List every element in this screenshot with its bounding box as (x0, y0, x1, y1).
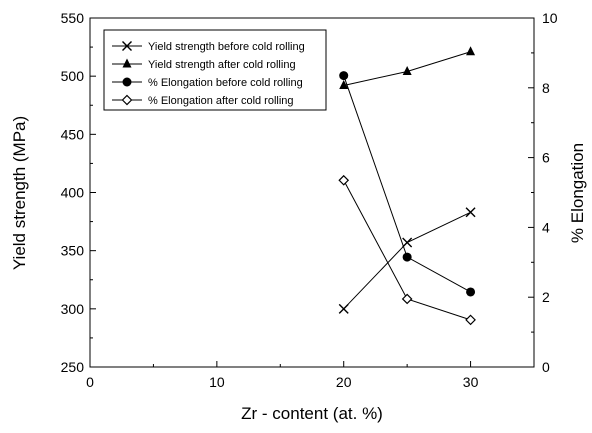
y-axis-left: 250 300 350 400 450 500 550 (61, 10, 96, 375)
circle-marker (122, 77, 132, 87)
series-diamond (338, 174, 476, 326)
triangle-marker (339, 79, 349, 89)
y-left-tick-label: 450 (61, 126, 85, 142)
legend-entry: Yield strength after cold rolling (112, 58, 296, 71)
legend-label: Yield strength after cold rolling (148, 59, 296, 71)
series-layer (338, 46, 476, 326)
circle-marker (466, 287, 476, 297)
triangle-marker (122, 58, 132, 68)
legend-label: % Elongation before cold rolling (148, 77, 303, 89)
series-triangle (339, 46, 476, 89)
y-left-tick-label: 500 (61, 68, 85, 84)
x-marker (122, 41, 132, 51)
circle-marker (339, 71, 349, 81)
y-right-tick-label: 2 (542, 289, 550, 305)
y-axis-right: 0 2 4 6 8 10 (528, 10, 558, 375)
legend-entry: % Elongation after cold rolling (112, 94, 294, 107)
x-tick-label: 30 (463, 374, 479, 390)
y-right-tick-label: 0 (542, 359, 550, 375)
x-marker (338, 303, 349, 314)
y-right-tick-label: 8 (542, 80, 550, 96)
x-tick-label: 0 (86, 374, 94, 390)
y-left-tick-label: 350 (61, 243, 85, 259)
x-marker (402, 237, 413, 248)
circle-marker (402, 252, 412, 262)
diamond-marker (401, 293, 413, 305)
y-left-tick-label: 400 (61, 185, 85, 201)
y-right-tick-label: 10 (542, 10, 558, 26)
x-marker-stroke (122, 41, 132, 51)
diamond-marker (338, 174, 350, 186)
x-marker-stroke (465, 207, 476, 218)
x-axis-label: Zr - content (at. %) (241, 404, 383, 423)
y-left-tick-label: 250 (61, 359, 85, 375)
x-marker-stroke (338, 303, 349, 314)
triangle-marker (402, 66, 412, 76)
series-x (338, 207, 476, 314)
diamond-marker (121, 94, 133, 106)
y-axis-right-label: % Elongation (568, 143, 587, 243)
legend-label: Yield strength before cold rolling (148, 41, 305, 53)
x-tick-label: 10 (209, 374, 225, 390)
triangle-marker (466, 46, 476, 56)
legend: Yield strength before cold rolling Yield … (103, 29, 327, 111)
x-marker-stroke (402, 237, 413, 248)
legend-entry: % Elongation before cold rolling (112, 77, 303, 89)
legend-entry: Yield strength before cold rolling (112, 41, 305, 53)
legend-label: % Elongation after cold rolling (148, 95, 294, 107)
y-right-tick-label: 4 (542, 219, 550, 235)
legend-box (103, 29, 327, 111)
x-marker (465, 207, 476, 218)
x-tick-label: 20 (336, 374, 352, 390)
diamond-marker (465, 314, 476, 326)
y-left-tick-label: 550 (61, 10, 85, 26)
x-axis: 0 10 20 30 (86, 361, 479, 390)
series-circle (339, 71, 476, 297)
y-axis-left-label: Yield strength (MPa) (10, 116, 29, 270)
y-right-tick-label: 6 (542, 150, 550, 166)
y-left-tick-label: 300 (61, 301, 85, 317)
